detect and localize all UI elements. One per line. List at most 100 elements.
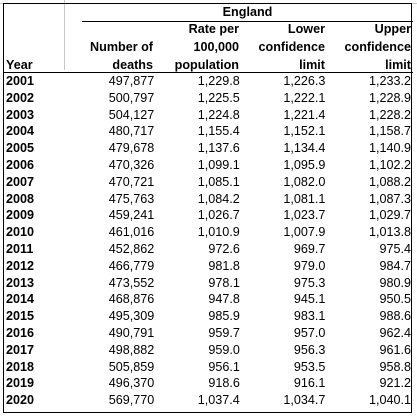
- rate-cell: 1,099.1: [197, 157, 240, 172]
- upper-limit-cell: 958.8: [379, 359, 411, 374]
- year-cell: 2016: [6, 325, 35, 340]
- table-row: 2012 466,779 981.8 979.0 984.7: [4, 258, 413, 275]
- year-cell: 2001: [6, 74, 35, 88]
- upper-limit-cell: 975.4: [379, 241, 411, 256]
- table-row: 2009 459,241 1,026.7 1,023.7 1,029.7: [4, 207, 413, 224]
- year-cell: 2002: [6, 90, 35, 105]
- upper-limit-cell: 961.6: [379, 342, 411, 357]
- upper-limit-cell: 1,087.3: [368, 191, 411, 206]
- rate-cell: 959.0: [208, 342, 240, 357]
- year-cell: 2003: [6, 107, 35, 122]
- data-rows: 2001 497,877 1,229.8 1,226.3 1,233.2 2002 500,…: [4, 73, 413, 409]
- rate-cell: 1,084.2: [197, 191, 240, 206]
- upper-limit-cell: 1,102.2: [368, 157, 411, 172]
- table-row: 2020 569,770 1,037.4 1,034.7 1,040.1: [4, 392, 413, 409]
- year-cell: 2019: [6, 376, 35, 391]
- table-row: 2013 473,552 978.1 975.3 980.9: [4, 275, 413, 292]
- lower-limit-cell: 1,034.7: [283, 393, 326, 408]
- lower-limit-cell: 1,221.4: [283, 107, 326, 122]
- upper-limit-cell: 950.5: [379, 292, 411, 307]
- deaths-cell: 504,127: [108, 107, 155, 122]
- table-row: 2008 475,763 1,084.2 1,081.1 1,087.3: [4, 191, 413, 208]
- table-row: 2005 479,678 1,137.6 1,134.4 1,140.9: [4, 140, 413, 157]
- lower-limit-cell: 1,082.0: [283, 174, 326, 189]
- year-cell: 2008: [6, 191, 35, 206]
- year-cell: 2005: [6, 141, 35, 156]
- deaths-cell: 496,370: [108, 376, 155, 391]
- rate-cell: 1,037.4: [197, 393, 240, 408]
- deaths-cell: 505,859: [108, 359, 155, 374]
- lower-limit-cell: 979.0: [293, 258, 326, 273]
- year-cell: 2011: [6, 241, 34, 256]
- year-cell: 2018: [6, 359, 35, 374]
- lower-limit-cell: 1,081.1: [283, 191, 326, 206]
- table-row: 2011 452,862 972.6 969.7 975.4: [4, 241, 413, 258]
- rate-cell: 1,155.4: [197, 124, 240, 139]
- deaths-cell: 468,876: [108, 292, 155, 307]
- deaths-cell: 470,721: [108, 174, 155, 189]
- year-cell: 2020: [6, 393, 35, 408]
- year-cell: 2009: [6, 208, 35, 223]
- upper-limit-cell: 1,013.8: [368, 225, 411, 240]
- rate-cell: 956.1: [208, 359, 240, 374]
- table-row: 2019 496,370 918.6 916.1 921.2: [4, 375, 413, 392]
- upper-limit-cell: 988.6: [379, 309, 411, 324]
- lower-limit-cell: 983.1: [293, 309, 326, 324]
- header-year: Year: [6, 58, 33, 72]
- deaths-cell: 490,791: [108, 325, 155, 340]
- upper-limit-cell: 984.7: [379, 258, 411, 273]
- rate-cell: 1,137.6: [197, 141, 240, 156]
- rate-cell: 1,085.1: [197, 174, 240, 189]
- upper-limit-cell: 1,228.2: [368, 107, 411, 122]
- deaths-cell: 475,763: [108, 191, 155, 206]
- deaths-cell: 466,779: [108, 258, 155, 273]
- title-underline: [82, 21, 413, 22]
- table-row: 2010 461,016 1,010.9 1,007.9 1,013.8: [4, 224, 413, 241]
- table-row: 2003 504,127 1,224.8 1,221.4 1,228.2: [4, 107, 413, 124]
- lower-limit-cell: 1,095.9: [283, 157, 326, 172]
- rate-cell: 1,229.8: [197, 74, 240, 88]
- lower-limit-cell: 969.7: [293, 241, 326, 256]
- lower-limit-cell: 1,222.1: [283, 90, 326, 105]
- lower-limit-cell: 1,152.1: [283, 124, 326, 139]
- year-cell: 2006: [6, 157, 35, 172]
- year-cell: 2004: [6, 124, 35, 139]
- header-lower-limit: Lower confidence limit: [258, 22, 325, 72]
- deaths-cell: 473,552: [108, 275, 155, 290]
- table-row: 2017 498,882 959.0 956.3 961.6: [4, 342, 413, 359]
- upper-limit-cell: 1,228.9: [368, 90, 411, 105]
- deaths-cell: 498,882: [108, 342, 155, 357]
- deaths-cell: 461,016: [108, 225, 155, 240]
- lower-limit-cell: 1,023.7: [283, 208, 326, 223]
- rate-cell: 1,225.5: [197, 90, 240, 105]
- upper-limit-cell: 1,040.1: [368, 393, 411, 408]
- rate-cell: 947.8: [208, 292, 240, 307]
- table-row: 2018 505,859 956.1 953.5 958.8: [4, 359, 413, 376]
- deaths-cell: 459,241: [108, 208, 155, 223]
- upper-limit-cell: 1,029.7: [368, 208, 411, 223]
- region-title: England: [222, 5, 273, 19]
- rate-cell: 978.1: [208, 275, 240, 290]
- deaths-cell: 569,770: [108, 393, 155, 408]
- rate-cell: 1,010.9: [197, 225, 240, 240]
- header-underline: [4, 72, 413, 73]
- year-cell: 2013: [6, 275, 35, 290]
- gridline: [64, 0, 65, 70]
- lower-limit-cell: 957.0: [293, 325, 326, 340]
- year-cell: 2014: [6, 292, 35, 307]
- lower-limit-cell: 945.1: [293, 292, 326, 307]
- header-deaths: Number of deaths: [90, 40, 153, 72]
- table-border: [3, 3, 412, 413]
- upper-limit-cell: 980.9: [379, 275, 411, 290]
- deaths-cell: 500,797: [108, 90, 155, 105]
- table-row: 2016 490,791 959.7 957.0 962.4: [4, 325, 413, 342]
- deaths-cell: 480,717: [108, 124, 155, 139]
- upper-limit-cell: 921.2: [379, 376, 411, 391]
- deaths-cell: 497,877: [108, 74, 155, 88]
- upper-limit-cell: 1,158.7: [368, 124, 411, 139]
- table-row: 2002 500,797 1,225.5 1,222.1 1,228.9: [4, 90, 413, 107]
- lower-limit-cell: 956.3: [293, 342, 326, 357]
- deaths-cell: 470,326: [108, 157, 155, 172]
- rate-cell: 981.8: [208, 258, 240, 273]
